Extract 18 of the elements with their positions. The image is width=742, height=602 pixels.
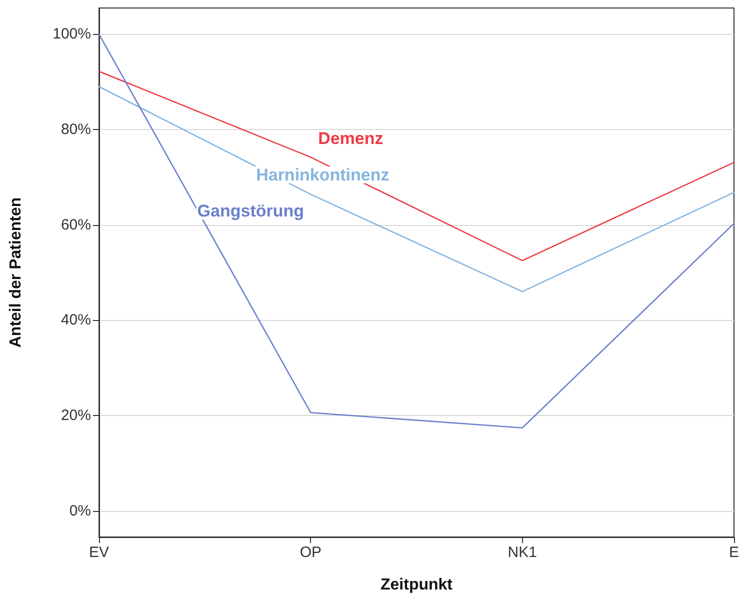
y-tick-label: 60% [60,216,91,234]
x-tick-label: EV [88,544,110,561]
line-series [98,70,735,262]
line-series [98,86,735,292]
y-tick-label: 40% [60,312,91,329]
x-axis-title: Zeitpunkt [380,576,454,594]
series-label: Harninkontinenz [256,165,390,184]
line-series [98,34,735,429]
x-tick-label: OP [300,544,322,561]
series-label: Gangstörung [197,202,304,221]
y-axis-title: Anteil der Patienten [8,197,24,348]
y-tick-label: 0% [69,502,91,520]
x-tick-label: E [728,544,740,561]
series-label: Demenz [318,129,384,148]
y-tick-label: 80% [60,121,91,138]
y-tick-label: 100% [52,26,91,43]
x-tick-label: NK1 [508,544,537,561]
y-tick-label: 20% [60,406,91,424]
